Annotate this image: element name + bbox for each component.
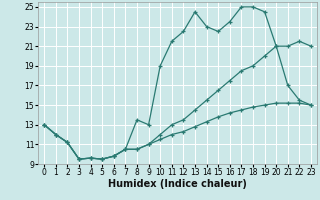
X-axis label: Humidex (Indice chaleur): Humidex (Indice chaleur) xyxy=(108,179,247,189)
